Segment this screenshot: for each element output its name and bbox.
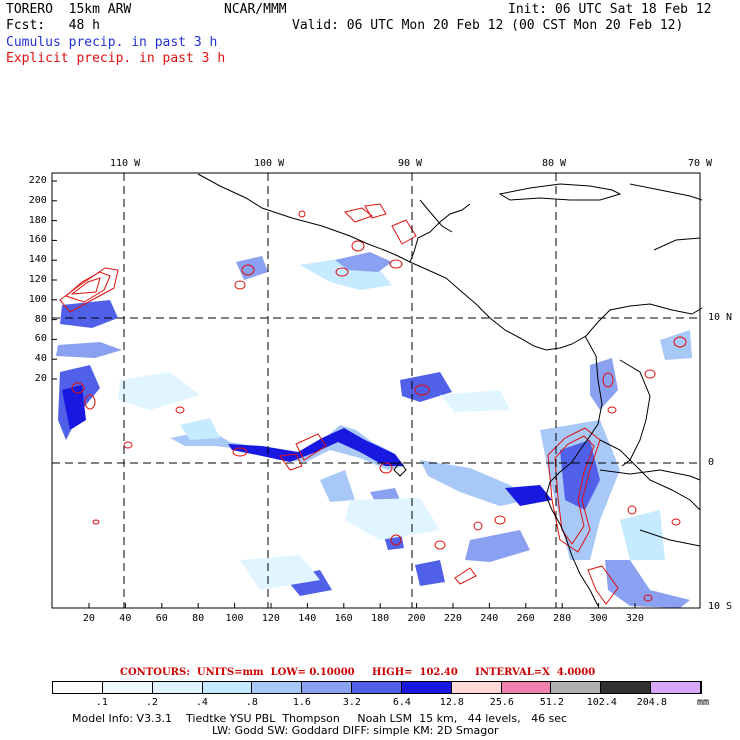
color-bar-label: 51.2 (539, 697, 564, 708)
lat-label-10n: 10 N (708, 312, 733, 323)
color-bar-label: 102.4 (586, 697, 617, 708)
y-tick-label: 220 (28, 175, 47, 186)
x-tick-label: 20 (82, 613, 95, 624)
explicit-precip-contours (59, 203, 687, 605)
color-bar-label: 25.6 (489, 697, 514, 708)
color-bar-label: 204.8 (636, 697, 667, 708)
forecast-hour: Fcst: 48 h (6, 18, 100, 33)
color-bar-swatch (651, 682, 701, 693)
y-tick-label: 20 (34, 373, 47, 384)
color-bar-label: .1 (95, 697, 108, 708)
x-tick-label: 260 (516, 613, 535, 624)
graticule (52, 173, 700, 608)
cumulus-legend-line: Cumulus precip. in past 3 h (6, 35, 218, 50)
contours-info: CONTOURS: UNITS=mm LOW= 0.10000 HIGH= 10… (120, 667, 596, 678)
x-tick-label: 100 (225, 613, 244, 624)
lon-label-110w: 110 W (110, 158, 141, 169)
color-bar-swatch (152, 682, 203, 693)
color-bar-label: 3.2 (342, 697, 361, 708)
model-title: TORERO 15km ARW (6, 2, 132, 17)
color-bar-swatch (102, 682, 153, 693)
color-bar-swatch (252, 682, 303, 693)
color-bar-label: .2 (145, 697, 158, 708)
color-bar-label: 6.4 (392, 697, 411, 708)
y-tick-label: 160 (28, 234, 47, 246)
x-tick-label: 80 (192, 613, 205, 624)
init-time: Init: 06 UTC Sat 18 Feb 12 (508, 2, 712, 17)
y-tick-label: 80 (34, 313, 47, 325)
x-tick-label: 140 (298, 613, 317, 624)
coastlines (197, 173, 703, 607)
color-bar-swatch (551, 682, 602, 693)
lon-label-70w: 70 W (688, 158, 713, 169)
lon-label-100w: 100 W (254, 158, 285, 169)
explicit-legend-line: Explicit precip. in past 3 h (6, 51, 226, 66)
lat-label-0: 0 (708, 457, 715, 468)
color-bar-swatch (601, 682, 652, 693)
valid-time: Valid: 06 UTC Mon 20 Feb 12 (00 CST Mon … (292, 18, 684, 33)
y-tick-label: 200 (28, 194, 47, 206)
x-tick-label: 40 (119, 613, 132, 624)
color-bar-swatch (501, 682, 552, 693)
x-tick-label: 320 (625, 613, 644, 624)
color-bar-swatch (302, 682, 353, 693)
x-tick-label: 60 (155, 613, 168, 624)
model-info-line2: LW: Godd SW: Goddard DIFF: simple KM: 2D… (212, 724, 499, 737)
map-frame (51, 172, 701, 609)
color-bar-swatch (352, 682, 402, 693)
x-tick-label: 120 (261, 613, 280, 624)
color-bar-swatch (451, 682, 502, 693)
cumulus-precip-shading (56, 252, 692, 608)
y-tick-label: 140 (28, 254, 47, 266)
color-bar-unit: mm (697, 697, 710, 708)
color-bar-swatch (401, 682, 452, 693)
lat-label-10s: 10 S (708, 601, 733, 612)
x-tick-label: 180 (371, 613, 390, 624)
x-tick-label: 240 (480, 613, 499, 624)
x-tick-label: 220 (443, 613, 462, 624)
color-bar-swatch (202, 682, 253, 693)
color-bar-label: .8 (245, 697, 258, 708)
y-tick-label: 60 (34, 333, 47, 345)
color-bar-swatch (53, 682, 103, 693)
organization-label: NCAR/MMM (224, 2, 287, 17)
y-tick-label: 180 (28, 214, 47, 226)
color-bar (52, 681, 702, 694)
x-tick-label: 280 (553, 613, 572, 624)
lon-label-90w: 90 W (398, 158, 423, 169)
y-tick-label: 120 (28, 274, 47, 285)
color-bar-label: .4 (195, 697, 208, 708)
x-tick-label: 160 (334, 613, 353, 624)
x-tick-label: 200 (407, 613, 426, 624)
lon-label-80w: 80 W (542, 158, 567, 169)
x-tick-label: 300 (589, 613, 608, 624)
model-info-line1: Model Info: V3.3.1 Tiedtke YSU PBL Thomp… (72, 712, 568, 725)
y-tick-label: 100 (28, 293, 47, 305)
y-tick-label: 40 (34, 353, 47, 365)
color-bar-label: 1.6 (292, 697, 311, 708)
color-bar-label: 12.8 (439, 697, 464, 708)
